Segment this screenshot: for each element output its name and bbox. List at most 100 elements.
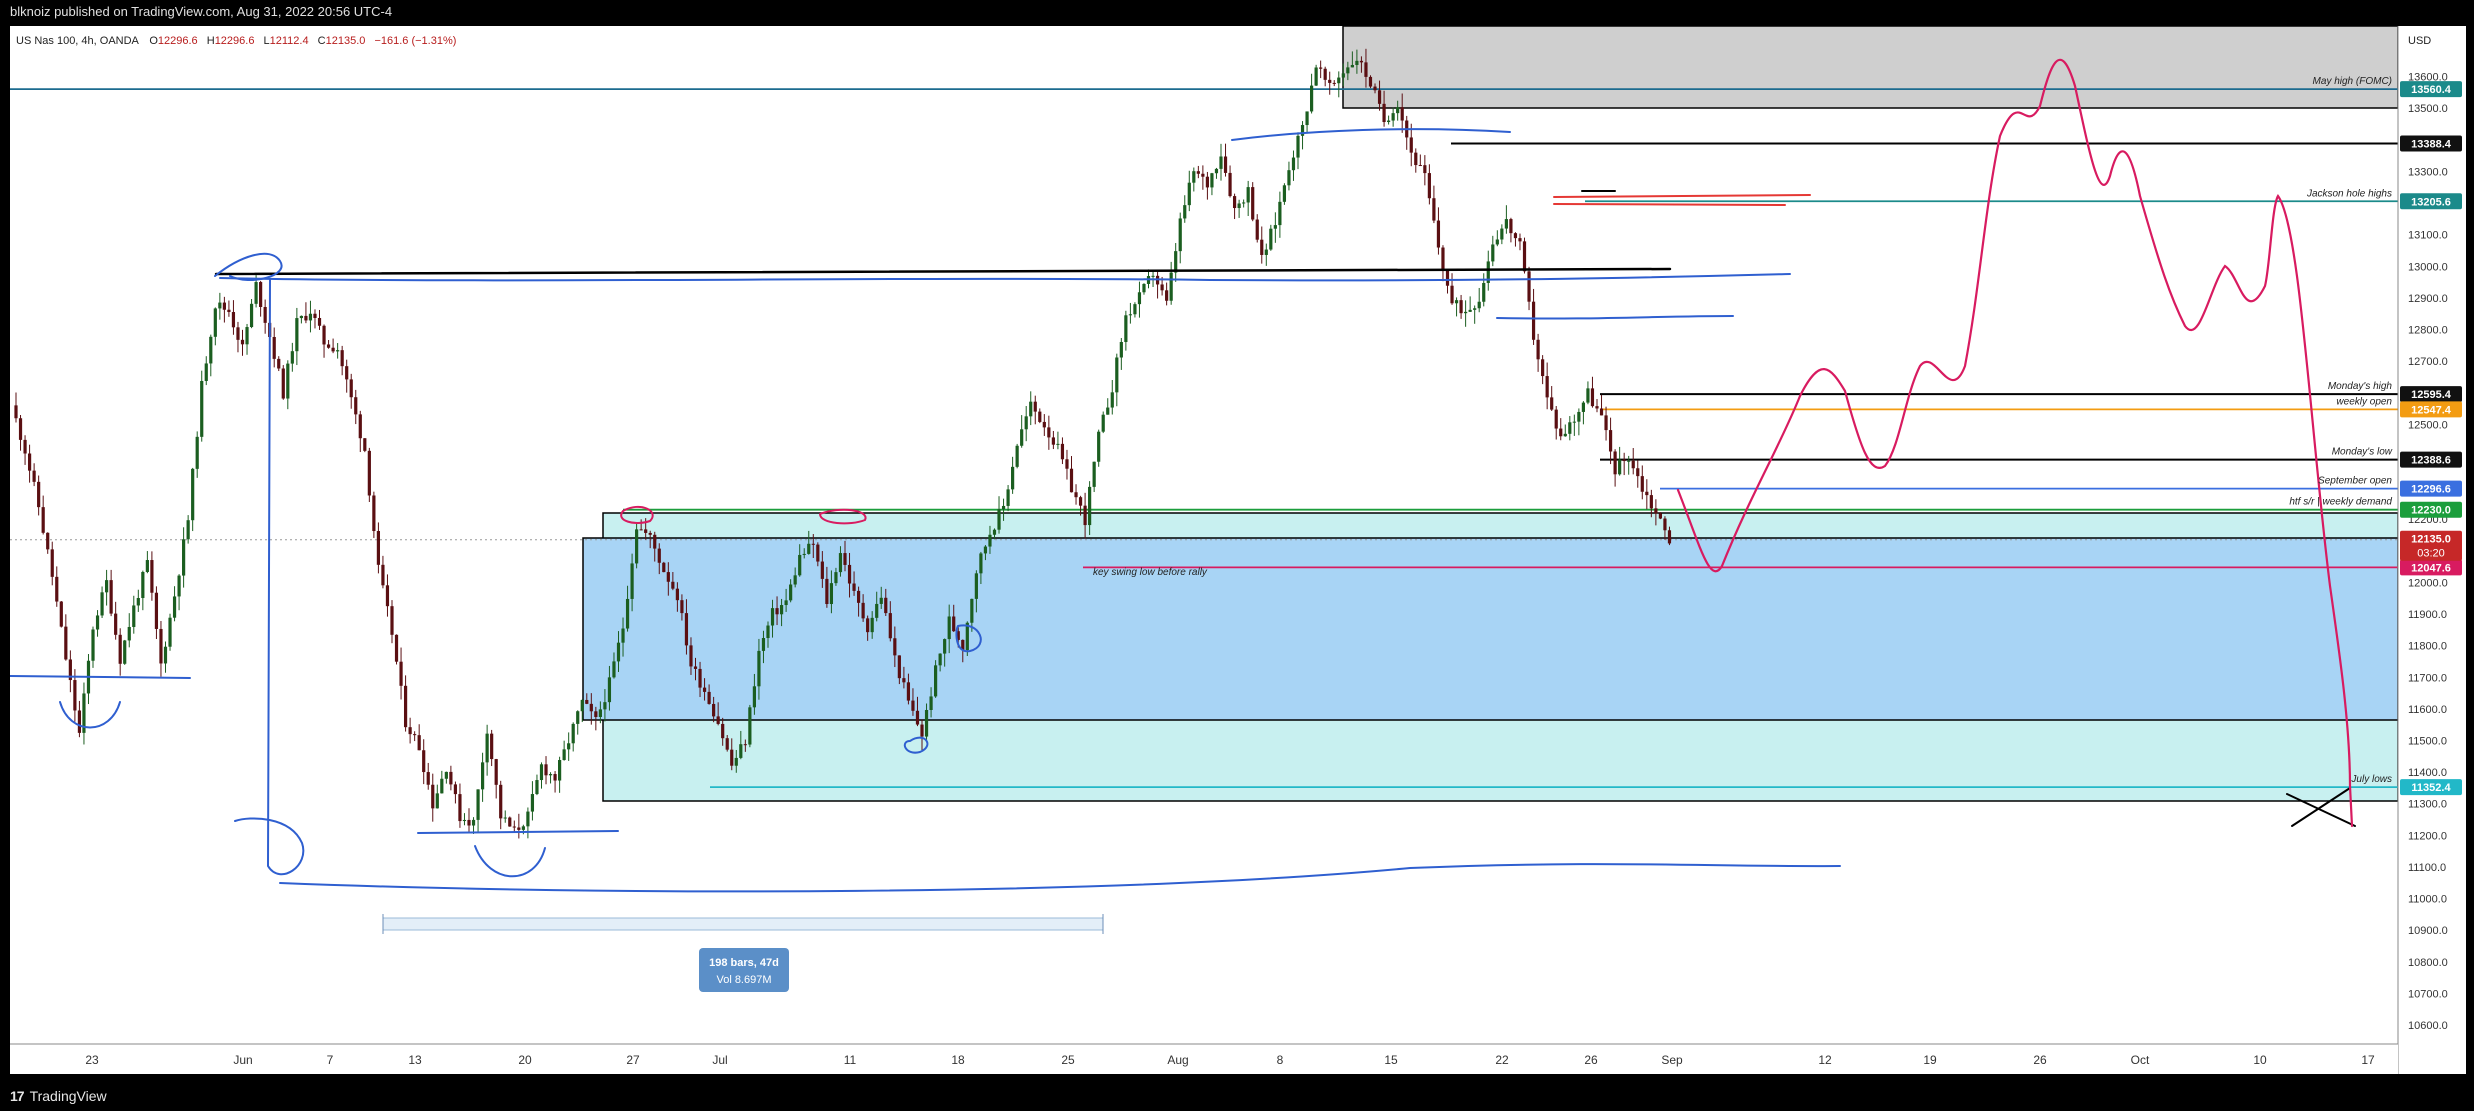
y-tick-label-23: 11300.0 [2408,799,2447,811]
level-label-5: Monday's low [2332,447,2393,458]
candle-body [1341,73,1345,78]
candle-body [449,771,453,785]
candle-body [1613,451,1617,475]
candle-body [1631,460,1635,469]
legend-high-label: H [207,35,215,47]
candle-body [1441,247,1445,270]
candle-body [571,723,575,744]
x-tick-label-21: 17 [2361,1053,2375,1067]
candle-body [1468,309,1472,312]
price-tag-8: 12047.6 [2411,562,2451,574]
candle-body [517,827,521,830]
y-tick-label-18: 11800.0 [2408,641,2447,653]
candle-body [73,680,77,711]
candle-body [218,302,222,309]
candle-body [132,605,136,627]
measure-tool[interactable]: 198 bars, 47d Vol 8.697M [382,914,1104,992]
legend-low: 12112.4 [270,35,309,47]
candle-body [974,573,978,599]
candle-body [952,616,956,632]
x-tick-label-11: 8 [1277,1053,1284,1067]
candle-body [385,585,390,607]
level-label-6: September open [2318,476,2392,487]
candle-body [1246,187,1250,203]
candle-body [200,380,204,437]
candle-body [934,665,938,697]
candle-body [621,628,625,643]
y-tick-label-20: 11600.0 [2408,704,2447,716]
candle-body [1119,342,1123,358]
candle-body [1577,411,1581,422]
candle-body [1377,90,1382,104]
candle-body [1006,489,1010,506]
candle-body [100,592,104,616]
price-chart[interactable]: USD 13600.013500.013400.013300.013200.01… [9,25,2466,1074]
candle-body [422,750,426,773]
tradingview-logo[interactable]: 17 TradingView [10,1082,107,1111]
candle-body [888,613,892,639]
candle-body [1373,86,1377,91]
candle-body [240,339,245,345]
candle-body [1346,67,1350,74]
candle-body [299,315,303,319]
candle-body [1260,239,1264,255]
candle-body [435,793,439,809]
candle-body [1160,284,1164,291]
candle-body [875,603,879,618]
candle-body [1486,261,1490,283]
hand-drawings [9,58,2356,893]
candle-body [693,666,698,669]
candle-body [123,640,127,664]
candle-body [526,811,530,827]
candle-body [213,308,217,337]
candle-body [14,405,18,419]
candle-body [1409,137,1413,153]
candle-body [1273,225,1277,229]
y-tick-label-3: 13300.0 [2408,166,2448,178]
candle-body [1124,315,1128,343]
price-tag-1: 13388.4 [2411,138,2452,150]
price-axis[interactable]: 13600.013500.013400.013300.013200.013100… [2408,72,2448,1032]
candle-body [757,650,761,687]
candle-body [440,778,444,794]
candle-body [105,580,109,593]
candle-body [222,302,226,310]
candle-body [209,336,213,364]
candle-body [1550,397,1554,410]
blue-arc-june [474,845,546,878]
candle-body [970,598,974,623]
candle-body [530,794,535,812]
candle-body [476,789,480,820]
candle-body [539,764,544,781]
price-tag-bg-6 [2400,480,2462,497]
candle-body [1183,205,1187,219]
candle-body [154,592,159,629]
y-tick-label-30: 10600.0 [2408,1020,2448,1032]
candle-body [1178,218,1182,252]
time-axis[interactable]: 23 Jun 7 13 20 27 Jul 11 18 25 Aug 8 15 22 26 Sep 12 19 26… [85,1053,2375,1067]
candle-body [820,561,824,579]
candle-body [1332,82,1336,84]
candle-body [191,468,195,521]
candle-body [68,659,72,681]
candle-body [1636,468,1640,477]
candle-body [607,677,612,703]
candle-body [18,418,23,440]
y-tick-label-17: 11900.0 [2408,609,2447,621]
candle-body [1337,77,1341,84]
candle-body [64,626,68,660]
candle-body [793,575,797,585]
candle-body [847,564,852,584]
candle-body [499,784,503,819]
candle-body [1572,421,1576,423]
candle-body [784,600,788,606]
candle-body [712,703,716,717]
candle-body [177,575,181,597]
time-axis-bg [10,1044,2398,1074]
red-oval-jun27 [620,505,654,524]
candle-body [1568,422,1572,434]
candle-body [290,351,294,364]
candle-body [467,819,471,826]
long-black-curve [214,267,1672,276]
candle-body [336,350,340,352]
